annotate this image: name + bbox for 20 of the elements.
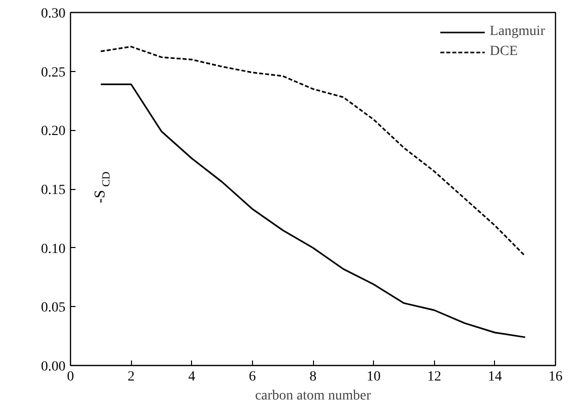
y-tick-label: 0.25 [41,65,66,80]
legend-label: Langmuir [490,24,545,40]
y-axis-title: -SCD [92,171,112,204]
y-tick-label: 0.00 [41,360,66,374]
y-tick-label: 0.20 [41,124,66,140]
y-tick-label: 0.10 [41,242,66,257]
y-tick-label: 0.30 [41,6,66,22]
x-tick-label: 6 [248,370,256,384]
x-tick-label: 12 [427,370,442,384]
x-axis-title: carbon atom number [255,388,372,404]
legend-label: DCE [490,44,518,60]
y-tick-label: 0.15 [41,183,66,198]
x-tick-label: 0 [67,370,74,384]
x-tick-label: 2 [128,370,135,384]
x-tick-label: 10 [366,370,381,384]
x-tick-label: 4 [188,370,196,384]
x-tick-label: 8 [310,370,316,384]
x-tick-label: 14 [488,370,502,384]
y-tick-label: 0.05 [41,300,66,316]
x-tick-label: 16 [548,370,562,384]
